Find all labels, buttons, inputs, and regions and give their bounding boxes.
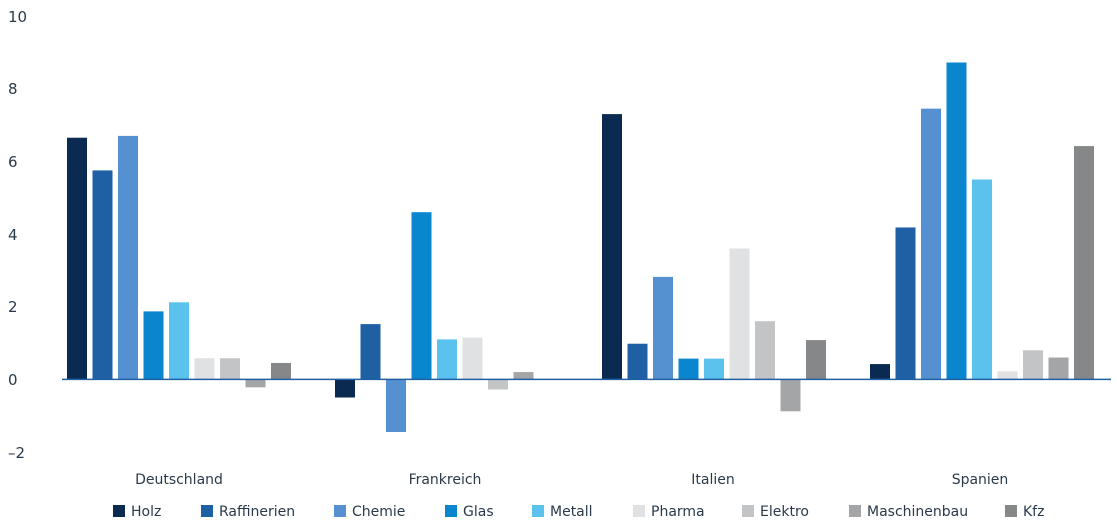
bar: [386, 379, 406, 433]
bar: [946, 62, 967, 380]
bar: [1023, 350, 1043, 380]
bar: [972, 179, 992, 380]
legend-swatch: [532, 505, 544, 517]
bar: [755, 321, 775, 380]
bar: [462, 337, 483, 380]
bar: [678, 358, 699, 380]
legend-swatch: [849, 505, 861, 517]
bar: [602, 114, 622, 380]
legend-label: Raffinerien: [219, 504, 295, 520]
category-label: Deutschland: [135, 472, 223, 488]
legend-swatch: [113, 505, 125, 517]
category-label: Italien: [691, 472, 734, 488]
legend-swatch: [201, 505, 213, 517]
y-tick-label: –2: [8, 444, 25, 462]
bar: [488, 379, 508, 390]
legend-swatch: [742, 505, 754, 517]
bar: [169, 302, 189, 380]
bar: [194, 358, 215, 380]
category-label: Frankreich: [409, 472, 482, 488]
bar: [653, 276, 673, 380]
bar: [997, 371, 1018, 380]
bar: [245, 379, 266, 388]
y-tick-label: 4: [8, 226, 18, 244]
bar: [780, 379, 801, 412]
bar: [92, 170, 113, 380]
bar: [806, 340, 826, 380]
y-tick-label: 8: [8, 80, 18, 98]
legend-label: Pharma: [651, 504, 705, 520]
legend-swatch: [445, 505, 457, 517]
y-tick-label: 0: [8, 371, 18, 389]
bar: [411, 212, 432, 380]
bar: [118, 135, 138, 380]
bar: [704, 358, 724, 380]
bar: [729, 248, 750, 380]
legend-label: Maschinenbau: [867, 504, 968, 520]
bar: [513, 372, 534, 380]
bar: [1074, 146, 1094, 380]
bar: [360, 324, 381, 380]
legend-label: Holz: [131, 504, 161, 520]
bar: [1048, 357, 1069, 380]
category-label: Spanien: [952, 472, 1009, 488]
legend-swatch: [1005, 505, 1017, 517]
bar: [271, 362, 291, 380]
y-tick-label: 10: [8, 8, 27, 26]
legend-swatch: [633, 505, 645, 517]
bar: [335, 379, 355, 398]
bar: [220, 358, 240, 380]
bar: [627, 343, 648, 380]
legend-label: Metall: [550, 504, 593, 520]
legend-swatch: [334, 505, 346, 517]
bar: [870, 364, 890, 380]
legend-label: Glas: [463, 504, 494, 520]
legend-label: Elektro: [760, 504, 809, 520]
bar: [67, 137, 87, 380]
y-axis-ticks: 10 8 6 4 2 0 –2: [8, 8, 27, 462]
x-axis-categories: Deutschland Frankreich Italien Spanien: [135, 472, 1008, 488]
bar: [437, 339, 457, 380]
legend: Holz Raffinerien Chemie Glas Metall Phar…: [113, 504, 1044, 520]
bar: [895, 227, 916, 380]
y-tick-label: 2: [8, 298, 18, 316]
legend-label: Kfz: [1023, 504, 1044, 520]
bar: [143, 311, 164, 380]
y-tick-label: 6: [8, 153, 18, 171]
legend-label: Chemie: [352, 504, 405, 520]
bars: [67, 62, 1094, 433]
bar: [921, 108, 941, 380]
